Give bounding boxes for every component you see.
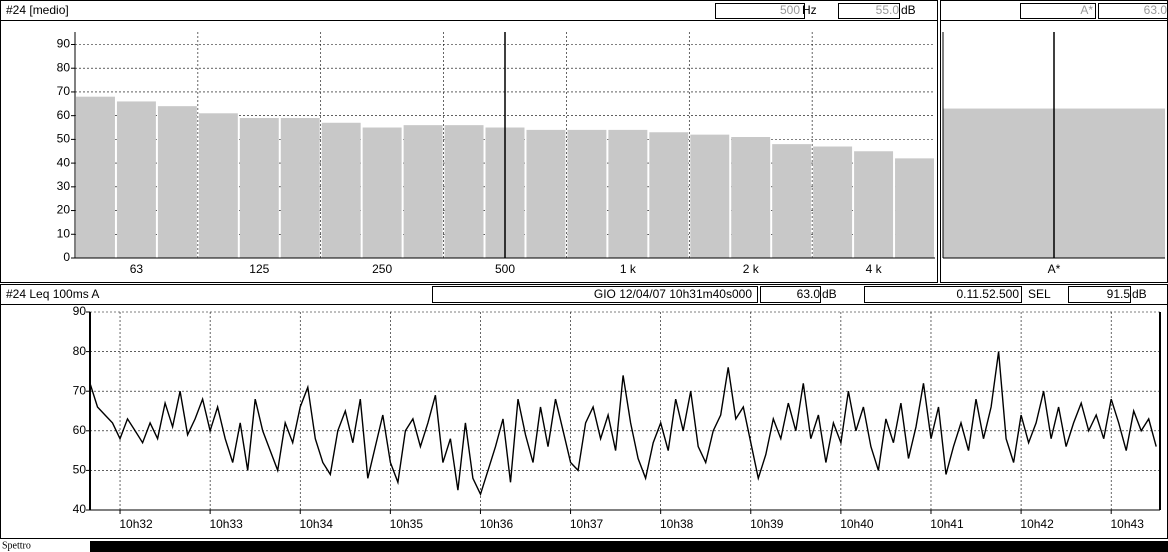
x-tick-label: 1 k: [620, 262, 637, 276]
x-tick-label: 500: [495, 262, 515, 276]
level-box[interactable]: [838, 3, 900, 19]
plot-area: [90, 309, 1160, 510]
y-tick-label: 70: [73, 383, 87, 397]
cursor-freq: 500: [780, 3, 800, 17]
x-tick-label: 10h35: [390, 517, 424, 531]
spectrum-title: #24 [medio]: [6, 3, 69, 17]
y-tick-label: 80: [73, 344, 87, 358]
sel-box[interactable]: [1068, 286, 1131, 303]
x-tick-label: 10h38: [660, 517, 694, 531]
y-tick-label: 0: [63, 250, 70, 264]
bar: [239, 118, 279, 258]
bar: [813, 146, 853, 258]
sel-label: SEL: [1028, 287, 1051, 301]
x-tick-label: 10h40: [840, 517, 874, 531]
bar: [567, 129, 607, 258]
band-box[interactable]: [1020, 3, 1096, 19]
x-tick-label: 10h33: [209, 517, 243, 531]
x-tick-label: 2 k: [743, 262, 760, 276]
total-band: A*: [1080, 3, 1093, 17]
bar: [772, 144, 812, 258]
y-tick-label: 60: [57, 108, 71, 122]
time-level-box[interactable]: [760, 286, 821, 303]
timestamp-box[interactable]: [432, 286, 758, 303]
duration: 0.11.52.500: [956, 287, 1019, 301]
freq-box[interactable]: [715, 3, 805, 19]
bar: [116, 101, 156, 258]
y-tick-label: 50: [73, 463, 87, 477]
time-level-unit: dB: [822, 287, 837, 301]
y-tick-label: 90: [73, 304, 87, 318]
footer-label: Spettro: [2, 540, 31, 551]
timestamp: GIO 12/04/07 10h31m40s000: [594, 287, 752, 301]
x-tick-label: 10h43: [1111, 517, 1145, 531]
bar: [690, 134, 730, 258]
y-tick-label: 70: [57, 84, 71, 98]
bar: [403, 125, 443, 259]
x-tick-label: 63: [130, 262, 144, 276]
x-tick-label: A*: [1048, 262, 1061, 276]
bar: [444, 125, 484, 259]
sel-value: 91.5: [1107, 287, 1131, 301]
x-tick-label: 10h42: [1020, 517, 1054, 531]
x-tick-label: 125: [249, 262, 269, 276]
total-level: 63.0: [1144, 3, 1168, 17]
level-line: [89, 351, 1157, 497]
bar: [895, 158, 934, 258]
bar: [731, 137, 771, 258]
y-tick-label: 30: [57, 179, 71, 193]
bar: [321, 122, 361, 258]
x-tick-label: 10h34: [300, 517, 334, 531]
scrollbar[interactable]: [90, 541, 1168, 552]
bar: [157, 106, 197, 258]
x-tick-label: 10h32: [119, 517, 153, 531]
bar: [362, 127, 402, 259]
y-tick-label: 60: [73, 423, 87, 437]
x-tick-label: 4 k: [866, 262, 883, 276]
time-level: 63.0: [797, 287, 821, 301]
y-tick-label: 40: [57, 155, 71, 169]
y-tick-label: 40: [73, 502, 87, 516]
bar: [526, 129, 566, 258]
x-tick-label: 250: [372, 262, 392, 276]
x-tick-label: 10h36: [480, 517, 514, 531]
x-tick-label: 10h37: [570, 517, 604, 531]
bar: [649, 132, 689, 258]
duration-box[interactable]: [864, 286, 1022, 303]
y-tick-label: 20: [57, 203, 71, 217]
y-tick-label: 80: [57, 60, 71, 74]
time-title: #24 Leq 100ms A: [6, 287, 99, 301]
level-unit: dB: [901, 3, 916, 17]
bar: [280, 118, 320, 258]
x-tick-label: 10h39: [750, 517, 784, 531]
cursor-level: 55.0: [876, 3, 900, 17]
freq-unit: Hz: [802, 3, 817, 17]
bar: [198, 113, 238, 258]
y-tick-label: 50: [57, 132, 71, 146]
bar: [76, 96, 115, 259]
x-tick-label: 10h41: [930, 517, 964, 531]
bar: [854, 151, 894, 258]
bar: [608, 129, 648, 258]
sel-unit: dB: [1132, 287, 1147, 301]
y-tick-label: 90: [57, 37, 71, 51]
y-tick-label: 10: [57, 226, 71, 240]
